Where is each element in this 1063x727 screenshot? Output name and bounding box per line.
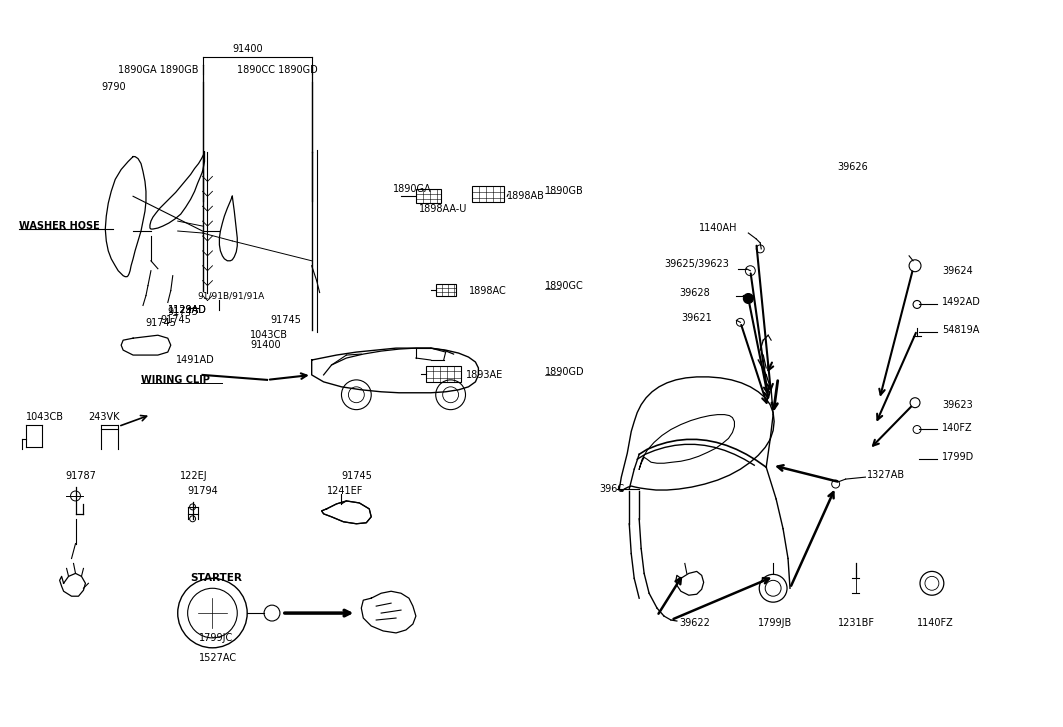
- Text: 1898AA-U: 1898AA-U: [419, 204, 468, 214]
- Text: 1893AE: 1893AE: [466, 370, 503, 380]
- Text: WASHER HOSE: WASHER HOSE: [19, 221, 100, 231]
- Text: 122EJ: 122EJ: [180, 471, 207, 481]
- Text: 91745: 91745: [145, 318, 175, 329]
- Text: 91745: 91745: [341, 471, 372, 481]
- Polygon shape: [322, 501, 371, 523]
- Text: 39623: 39623: [942, 400, 973, 410]
- Text: 54819A: 54819A: [942, 325, 979, 335]
- Text: 1129AD: 1129AD: [168, 305, 206, 316]
- Text: 1890GB: 1890GB: [545, 186, 584, 196]
- Text: 1799JB: 1799JB: [758, 618, 793, 628]
- Bar: [436, 284, 456, 295]
- Text: 1527AC: 1527AC: [199, 653, 237, 663]
- Text: 1898AC: 1898AC: [469, 286, 506, 296]
- Bar: [426, 366, 460, 382]
- Bar: [472, 186, 504, 202]
- Text: WIRING CLIP: WIRING CLIP: [141, 375, 209, 385]
- Text: 91400: 91400: [233, 44, 263, 55]
- Text: 39625/39623: 39625/39623: [664, 259, 729, 269]
- Text: 1231BF: 1231BF: [838, 618, 875, 628]
- Bar: [416, 189, 441, 204]
- Text: 1890CC 1890GD: 1890CC 1890GD: [237, 65, 318, 76]
- Text: 91787: 91787: [66, 471, 97, 481]
- Text: 91745: 91745: [270, 316, 301, 325]
- Circle shape: [743, 294, 754, 303]
- Text: 140FZ: 140FZ: [942, 422, 973, 433]
- Text: 1043CB: 1043CB: [250, 330, 288, 340]
- Text: 1129AD: 1129AD: [168, 305, 206, 316]
- Text: 39628: 39628: [679, 288, 710, 297]
- Text: 1799JC: 1799JC: [199, 633, 233, 643]
- Text: 91794: 91794: [188, 486, 218, 496]
- Text: 39622: 39622: [679, 618, 710, 628]
- Text: 1890GA: 1890GA: [393, 185, 432, 194]
- Text: 39624: 39624: [942, 265, 973, 276]
- Text: 9790: 9790: [101, 82, 125, 92]
- Text: 1140FZ: 1140FZ: [917, 618, 954, 628]
- Text: 1890GA 1890GB: 1890GA 1890GB: [118, 65, 199, 76]
- Text: 1492AD: 1492AD: [942, 297, 981, 308]
- Text: 91400: 91400: [250, 340, 281, 350]
- Text: 39626: 39626: [838, 161, 868, 172]
- Text: 1799D: 1799D: [942, 452, 974, 462]
- Text: 1890GC: 1890GC: [545, 281, 584, 291]
- Text: 243VK: 243VK: [88, 411, 120, 422]
- Text: 396C: 396C: [600, 484, 625, 494]
- Text: 1898AB: 1898AB: [507, 191, 545, 201]
- Text: 1890GD: 1890GD: [545, 367, 585, 377]
- Text: 1327AB: 1327AB: [867, 470, 906, 480]
- Text: STARTER: STARTER: [190, 574, 242, 583]
- Text: 91745: 91745: [161, 316, 191, 325]
- Text: 39621: 39621: [680, 313, 711, 324]
- Text: 1140AH: 1140AH: [698, 223, 738, 233]
- Text: 1241EF: 1241EF: [326, 486, 362, 496]
- Text: 1491AD: 1491AD: [175, 355, 215, 365]
- Text: 91745: 91745: [168, 308, 199, 318]
- Text: 1043CB: 1043CB: [26, 411, 64, 422]
- Text: 91/91B/91/91A: 91/91B/91/91A: [198, 291, 265, 300]
